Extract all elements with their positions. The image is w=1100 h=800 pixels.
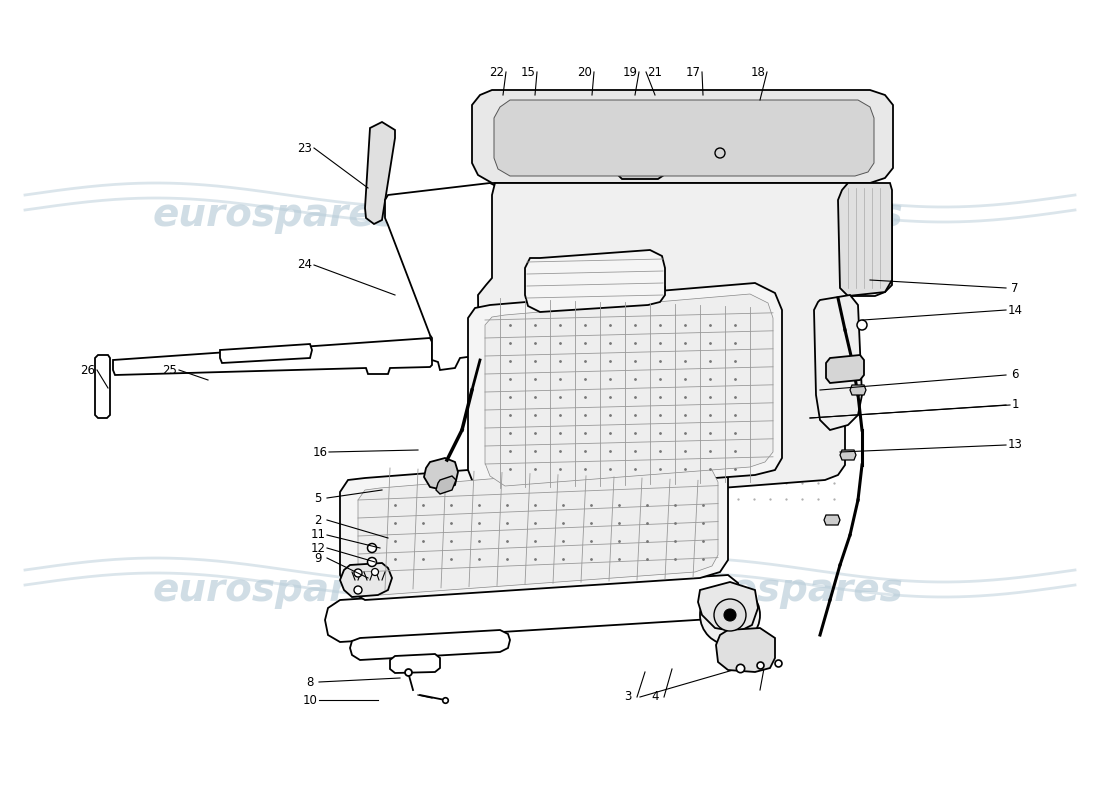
Circle shape xyxy=(367,558,376,566)
Circle shape xyxy=(372,569,378,575)
Polygon shape xyxy=(365,122,395,224)
Polygon shape xyxy=(840,450,856,460)
Text: 23: 23 xyxy=(298,142,312,154)
Polygon shape xyxy=(485,294,773,486)
Text: 10: 10 xyxy=(302,694,318,706)
Text: 15: 15 xyxy=(520,66,536,78)
Polygon shape xyxy=(468,283,782,495)
Text: 8: 8 xyxy=(306,675,313,689)
Text: 16: 16 xyxy=(312,446,328,458)
Text: 17: 17 xyxy=(685,66,701,78)
Text: 18: 18 xyxy=(750,66,766,78)
Polygon shape xyxy=(324,575,740,642)
Polygon shape xyxy=(113,338,432,375)
Polygon shape xyxy=(826,355,864,383)
Text: 12: 12 xyxy=(310,542,326,554)
Text: 14: 14 xyxy=(1008,303,1023,317)
Polygon shape xyxy=(494,100,874,176)
Polygon shape xyxy=(824,515,840,525)
Circle shape xyxy=(700,585,760,645)
Polygon shape xyxy=(838,183,892,296)
Polygon shape xyxy=(385,183,505,370)
Polygon shape xyxy=(436,476,456,494)
Text: 6: 6 xyxy=(1011,369,1019,382)
Text: 3: 3 xyxy=(625,690,631,703)
Text: 2: 2 xyxy=(315,514,321,526)
Polygon shape xyxy=(850,385,866,395)
Polygon shape xyxy=(814,295,862,430)
Text: eurospares: eurospares xyxy=(657,571,903,609)
Text: 26: 26 xyxy=(80,363,96,377)
Circle shape xyxy=(354,569,362,577)
Polygon shape xyxy=(472,90,893,183)
Text: eurospares: eurospares xyxy=(657,196,903,234)
Polygon shape xyxy=(340,563,392,597)
Polygon shape xyxy=(340,452,728,600)
Polygon shape xyxy=(220,344,312,363)
Text: 4: 4 xyxy=(651,690,659,703)
Polygon shape xyxy=(716,628,776,672)
Circle shape xyxy=(724,609,736,621)
Text: 9: 9 xyxy=(315,551,321,565)
Circle shape xyxy=(714,599,746,631)
Circle shape xyxy=(354,586,362,594)
Text: 19: 19 xyxy=(623,66,638,78)
Text: 7: 7 xyxy=(1011,282,1019,294)
Text: 1: 1 xyxy=(1011,398,1019,411)
Polygon shape xyxy=(95,355,110,418)
Polygon shape xyxy=(535,282,666,315)
Circle shape xyxy=(857,320,867,330)
Polygon shape xyxy=(698,582,758,632)
Circle shape xyxy=(585,325,595,335)
Text: 5: 5 xyxy=(315,491,321,505)
Text: 22: 22 xyxy=(490,66,505,78)
Polygon shape xyxy=(618,158,664,179)
Text: 21: 21 xyxy=(648,66,662,78)
Polygon shape xyxy=(525,250,666,312)
Text: eurospares: eurospares xyxy=(152,571,398,609)
Text: eurospares: eurospares xyxy=(152,196,398,234)
Text: 25: 25 xyxy=(163,363,177,377)
Text: 20: 20 xyxy=(578,66,593,78)
Circle shape xyxy=(367,543,376,553)
Polygon shape xyxy=(358,462,718,595)
Polygon shape xyxy=(390,188,497,358)
Text: 11: 11 xyxy=(310,529,326,542)
Polygon shape xyxy=(390,654,440,673)
Text: 13: 13 xyxy=(1008,438,1022,451)
Polygon shape xyxy=(478,183,892,505)
Polygon shape xyxy=(424,458,458,490)
Text: 24: 24 xyxy=(297,258,312,271)
Polygon shape xyxy=(350,630,510,660)
